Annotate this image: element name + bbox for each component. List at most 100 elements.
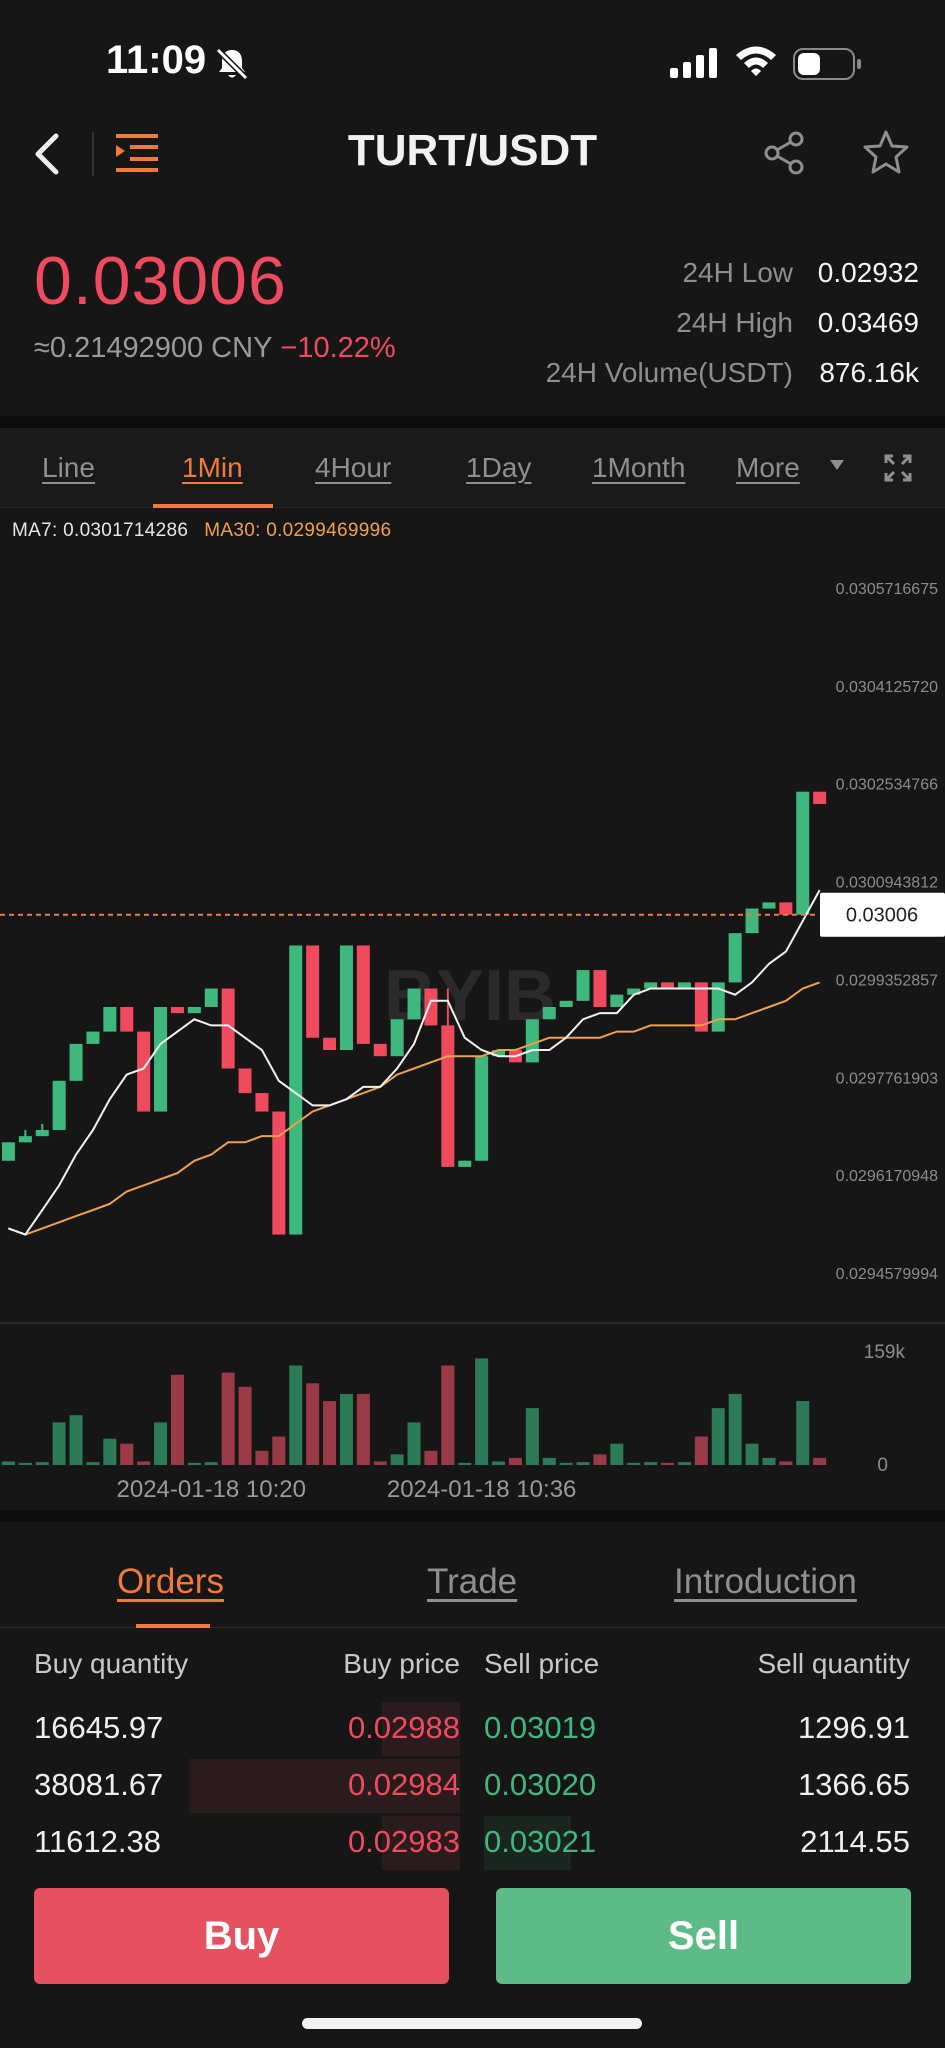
candle bbox=[170, 1006, 184, 1014]
favorite-star-icon[interactable] bbox=[862, 128, 910, 176]
tab-orders[interactable]: Orders bbox=[117, 1562, 224, 1601]
volume-bar bbox=[103, 1438, 117, 1465]
candle bbox=[255, 1093, 269, 1112]
volume-bar bbox=[390, 1454, 404, 1465]
tab-1min[interactable]: 1Min bbox=[182, 452, 243, 483]
section-divider bbox=[0, 416, 945, 428]
price-axis-label: 0.0299352857 bbox=[836, 972, 938, 989]
buy-button[interactable]: Buy bbox=[34, 1888, 449, 1984]
share-icon[interactable] bbox=[762, 130, 808, 176]
price-axis-label: 0.0302534766 bbox=[836, 777, 938, 794]
tab-more[interactable]: More bbox=[736, 452, 800, 483]
ma30-value: MA30: 0.0299469996 bbox=[204, 520, 392, 541]
candle bbox=[644, 982, 658, 989]
candle bbox=[661, 982, 675, 989]
status-time: 11:09 bbox=[106, 38, 207, 82]
caret-down-icon[interactable] bbox=[828, 458, 846, 472]
buy-price: 0.02984 bbox=[347, 1767, 460, 1802]
candle bbox=[559, 1000, 573, 1007]
fullscreen-icon[interactable] bbox=[884, 454, 912, 482]
stat-24h-volume: 24H Volume(USDT) 876.16k bbox=[546, 348, 919, 398]
last-price: 0.03006 bbox=[34, 243, 287, 319]
battery-icon bbox=[793, 48, 861, 80]
volume-bar bbox=[238, 1386, 252, 1465]
sell-button[interactable]: Sell bbox=[496, 1888, 911, 1984]
wifi-icon bbox=[736, 46, 776, 76]
volume-bar bbox=[187, 1462, 201, 1465]
volume-bar bbox=[610, 1443, 624, 1465]
volume-bar bbox=[677, 1462, 691, 1465]
orderbook-row[interactable]: 16645.97 0.02988 0.03019 1296.91 bbox=[0, 1700, 945, 1756]
sell-price: 0.03019 bbox=[484, 1710, 597, 1745]
buy-price: 0.02988 bbox=[347, 1710, 460, 1745]
tab-trade[interactable]: Trade bbox=[427, 1562, 518, 1601]
ma7-line bbox=[8, 889, 821, 1236]
stat-label: 24H Volume(USDT) bbox=[545, 357, 793, 388]
candle bbox=[576, 970, 590, 1001]
candle bbox=[475, 1056, 489, 1161]
candle bbox=[677, 982, 691, 989]
volume-bar bbox=[424, 1450, 438, 1465]
volume-bar bbox=[711, 1408, 725, 1465]
tab-4hour[interactable]: 4Hour bbox=[315, 452, 392, 483]
candle bbox=[390, 1019, 404, 1057]
buy-quantity: 16645.97 bbox=[34, 1710, 164, 1745]
candle bbox=[356, 945, 370, 1044]
price-axis-label: 0.0294579994 bbox=[836, 1266, 938, 1283]
header-buy-price: Buy price bbox=[343, 1648, 460, 1679]
buy-quantity: 11612.38 bbox=[34, 1824, 161, 1859]
tab-introduction[interactable]: Introduction bbox=[674, 1562, 857, 1601]
volume-bar bbox=[69, 1415, 83, 1465]
candle bbox=[289, 945, 303, 1235]
price-axis-label: 0.0305716675 bbox=[836, 581, 938, 598]
status-bar: 11:09 bbox=[0, 0, 945, 120]
home-indicator[interactable] bbox=[302, 2018, 642, 2029]
candle bbox=[813, 791, 827, 805]
sell-price: 0.03020 bbox=[484, 1767, 597, 1802]
volume-bar bbox=[525, 1408, 539, 1465]
section-divider bbox=[0, 1510, 945, 1522]
volume-bar bbox=[576, 1462, 590, 1465]
stat-label: 24H Low bbox=[682, 257, 793, 288]
candle bbox=[187, 1006, 201, 1014]
volume-bar bbox=[762, 1457, 776, 1465]
volume-bar bbox=[661, 1462, 675, 1465]
ma-legend: MA7: 0.0301714286 MA30: 0.0299469996 bbox=[12, 520, 391, 542]
tab-1day[interactable]: 1Day bbox=[466, 452, 532, 483]
candle bbox=[424, 988, 438, 1026]
candle bbox=[238, 1068, 252, 1094]
ticker-panel: 0.03006 ≈0.21492900 CNY −10.22% 24H Low 0… bbox=[0, 230, 945, 415]
candle bbox=[306, 945, 320, 1038]
tab-line[interactable]: Line bbox=[42, 452, 95, 483]
sell-price: 0.03021 bbox=[484, 1824, 597, 1859]
tab-1month[interactable]: 1Month bbox=[592, 452, 686, 483]
candle bbox=[339, 945, 353, 1051]
candle bbox=[441, 1025, 455, 1167]
volume-bar bbox=[542, 1457, 556, 1465]
volume-bar bbox=[559, 1462, 573, 1465]
buy-quantity: 38081.67 bbox=[34, 1767, 164, 1802]
pair-list-icon[interactable] bbox=[112, 130, 162, 176]
current-price-tag bbox=[820, 892, 945, 937]
active-tab-indicator bbox=[153, 504, 273, 508]
stat-24h-high: 24H High 0.03469 bbox=[546, 298, 919, 348]
candle bbox=[762, 902, 776, 909]
volume-bar bbox=[475, 1358, 489, 1465]
back-icon[interactable] bbox=[28, 124, 76, 184]
nav-bar: TURT/USDT bbox=[0, 120, 945, 230]
price-axis-label: 0.0296170948 bbox=[836, 1168, 938, 1185]
buy-depth-bar bbox=[189, 1759, 460, 1813]
buy-depth-bar bbox=[382, 1702, 460, 1756]
candle bbox=[221, 988, 235, 1069]
candlestick-chart[interactable]: BYIB 0.03057166750.03041257200.030253476… bbox=[0, 540, 945, 1500]
volume-axis-label: 0 bbox=[877, 1455, 888, 1476]
volume-bar bbox=[120, 1443, 134, 1465]
volume-bar bbox=[1, 1461, 15, 1465]
orderbook-row[interactable]: 11612.38 0.02983 0.03021 2114.55 bbox=[0, 1814, 945, 1870]
volume-bar bbox=[272, 1436, 286, 1465]
candle bbox=[796, 791, 810, 915]
orderbook-row[interactable]: 38081.67 0.02984 0.03020 1366.65 bbox=[0, 1757, 945, 1813]
volume-bar bbox=[154, 1422, 168, 1465]
volume-bar bbox=[745, 1443, 759, 1465]
price-axis-label: 0.0304125720 bbox=[836, 679, 938, 696]
